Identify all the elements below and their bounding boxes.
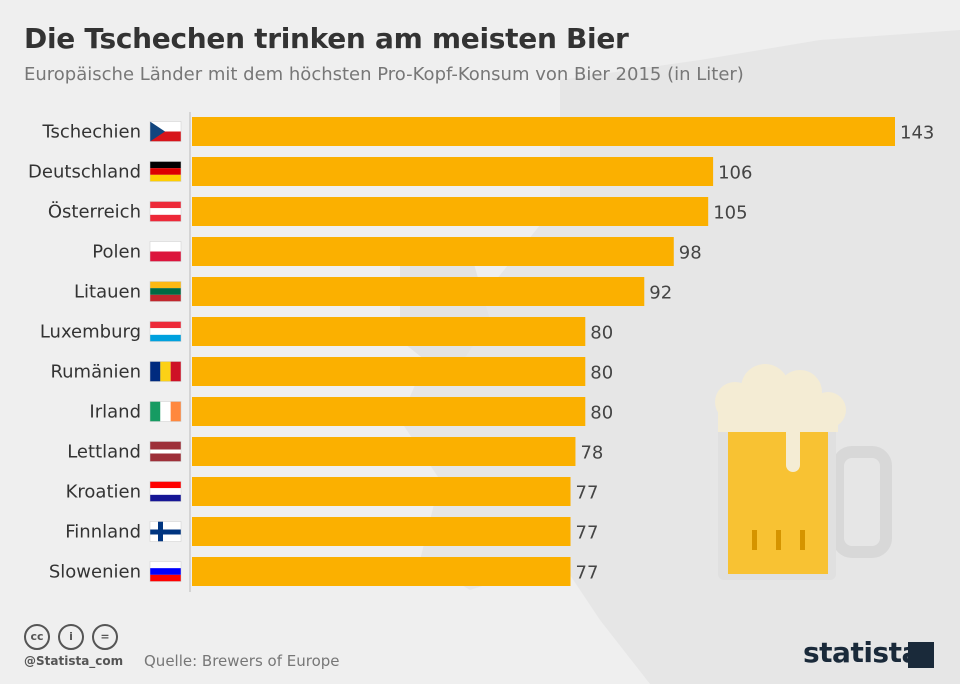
bar — [192, 317, 586, 346]
bar-row: Litauen 92 — [74, 277, 672, 306]
category-label: Polen — [92, 242, 141, 263]
value-label: 92 — [649, 283, 672, 304]
category-label: Slowenien — [49, 562, 141, 583]
chart-subtitle: Europäische Länder mit dem höchsten Pro-… — [24, 64, 744, 85]
bar-row: Luxemburg 80 — [40, 317, 613, 346]
bar — [192, 357, 586, 386]
statista-logo-mark — [908, 642, 934, 668]
category-label: Luxemburg — [40, 322, 141, 343]
bar — [192, 237, 674, 266]
category-label: Tschechien — [41, 122, 141, 143]
flag-latvia-icon — [149, 441, 182, 462]
flag-germany-icon — [149, 161, 182, 182]
value-label: 98 — [679, 243, 702, 264]
value-label: 78 — [580, 443, 603, 464]
bar-row: Lettland 78 — [67, 437, 603, 466]
value-label: 143 — [900, 123, 934, 144]
statista-logo: statista — [803, 636, 920, 669]
category-label: Litauen — [74, 282, 141, 303]
bar — [192, 517, 571, 546]
category-label: Österreich — [48, 201, 141, 223]
bar — [192, 117, 895, 146]
statista-handle: @Statista_com — [24, 654, 124, 668]
flag-croatia-icon — [149, 481, 182, 502]
category-label: Lettland — [67, 442, 141, 463]
bar — [192, 277, 645, 306]
value-label: 80 — [590, 363, 613, 384]
beer-mug-illustration — [715, 364, 892, 580]
source-note: Quelle: Brewers of Europe — [144, 652, 340, 670]
category-label: Rumänien — [50, 362, 141, 383]
bar-row: Irland 80 — [89, 397, 613, 426]
flag-finland-icon — [149, 521, 182, 542]
flag-poland-icon — [149, 241, 182, 262]
category-label: Deutschland — [28, 162, 141, 183]
bar-row: Deutschland 106 — [28, 157, 752, 186]
value-label: 77 — [576, 483, 599, 504]
value-label: 77 — [576, 563, 599, 584]
bar-row: Finnland 77 — [65, 517, 598, 546]
chart-title: Die Tschechen trinken am meisten Bier — [24, 22, 629, 55]
bar — [192, 477, 571, 506]
bar-row: Österreich 105 — [48, 197, 748, 226]
bar-row: Kroatien 77 — [66, 477, 599, 506]
value-label: 77 — [576, 523, 599, 544]
bar-row: Polen 98 — [92, 237, 702, 266]
category-label: Finnland — [65, 522, 141, 543]
value-label: 80 — [590, 403, 613, 424]
no-derivatives-icon: = — [92, 624, 118, 650]
bar-row: Slowenien 77 — [49, 557, 599, 586]
bar — [192, 157, 714, 186]
flag-romania-icon — [149, 361, 182, 382]
flag-austria-icon — [149, 201, 182, 222]
flag-czech-icon — [149, 121, 182, 142]
category-label: Irland — [89, 402, 141, 423]
bar — [192, 557, 571, 586]
bar-row: Tschechien 143 — [41, 117, 934, 146]
attribution-icon: i — [58, 624, 84, 650]
value-label: 105 — [713, 203, 747, 224]
bar — [192, 437, 576, 466]
value-label: 80 — [590, 323, 613, 344]
flag-luxembourg-icon — [149, 321, 182, 342]
category-label: Kroatien — [66, 482, 141, 503]
flag-ireland-icon — [149, 401, 182, 422]
value-label: 106 — [718, 163, 752, 184]
bar — [192, 397, 586, 426]
cc-icon: cc — [24, 624, 50, 650]
bar-row: Rumänien 80 — [50, 357, 613, 386]
flag-lithuania-icon — [149, 281, 182, 302]
bar — [192, 197, 709, 226]
flag-slovenia-icon — [149, 561, 182, 582]
